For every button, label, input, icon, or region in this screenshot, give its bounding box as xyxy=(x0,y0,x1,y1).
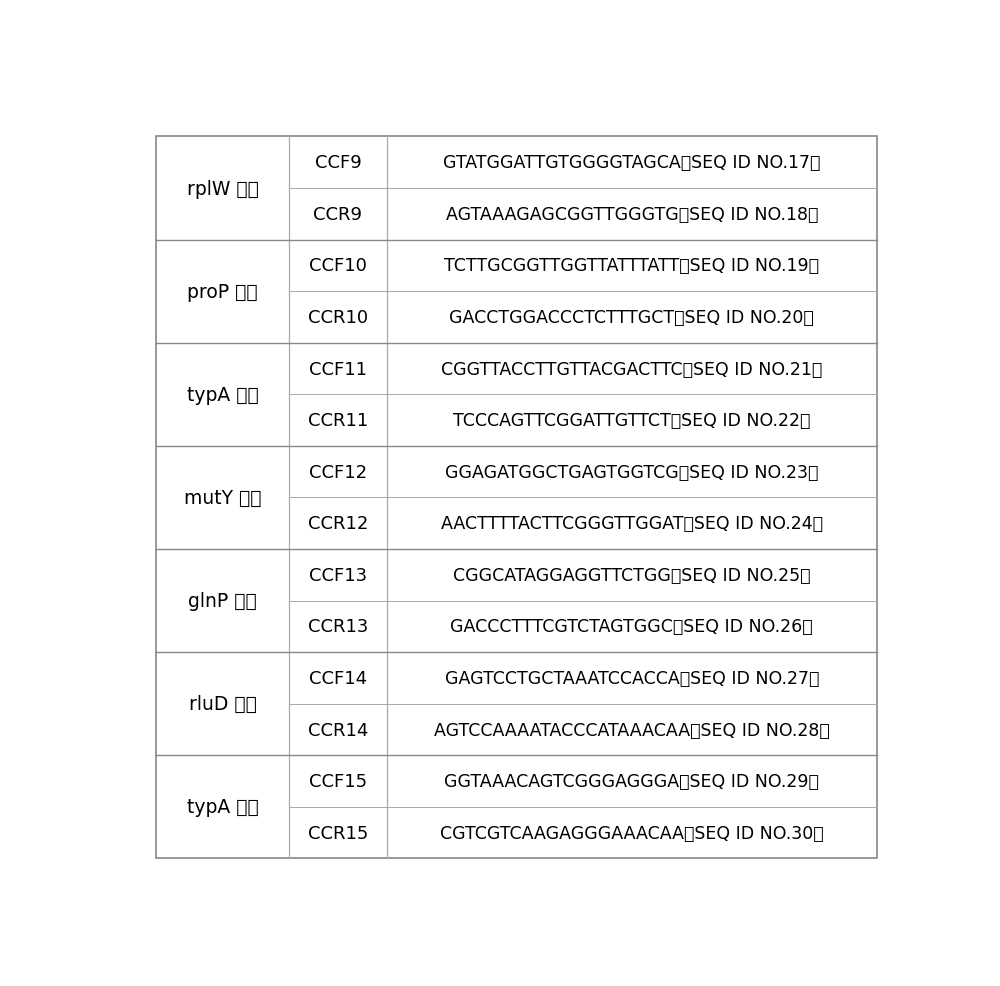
Text: GTATGGATTGTGGGGTAGCA（SEQ ID NO.17）: GTATGGATTGTGGGGTAGCA（SEQ ID NO.17） xyxy=(443,154,820,172)
Text: mutY 基因: mutY 基因 xyxy=(184,488,261,508)
Text: CCF9: CCF9 xyxy=(315,154,361,172)
Text: typA 基因: typA 基因 xyxy=(187,798,259,816)
Text: CCF13: CCF13 xyxy=(309,566,367,584)
Text: CCR14: CCR14 xyxy=(308,721,368,739)
Text: GACCTGGACCCTCTTTGCT（SEQ ID NO.20）: GACCTGGACCCTCTTTGCT（SEQ ID NO.20） xyxy=(449,309,814,326)
Text: TCTTGCGGTTGGTTATTTATT（SEQ ID NO.19）: TCTTGCGGTTGGTTATTTATT（SEQ ID NO.19） xyxy=(444,257,819,275)
Text: AGTCCAAAATACCCATAAACAA（SEQ ID NO.28）: AGTCCAAAATACCCATAAACAA（SEQ ID NO.28） xyxy=(434,721,830,739)
Text: proP 基因: proP 基因 xyxy=(187,282,258,302)
Text: CGGTTACCTTGTTACGACTTC（SEQ ID NO.21）: CGGTTACCTTGTTACGACTTC（SEQ ID NO.21） xyxy=(441,360,822,378)
Text: TCCCAGTTCGGATTGTTCT（SEQ ID NO.22）: TCCCAGTTCGGATTGTTCT（SEQ ID NO.22） xyxy=(453,412,810,430)
Text: CCR10: CCR10 xyxy=(308,309,368,326)
Text: CCF11: CCF11 xyxy=(309,360,367,378)
Text: CCR15: CCR15 xyxy=(308,824,368,842)
Text: CCR12: CCR12 xyxy=(308,515,368,532)
Text: typA 基因: typA 基因 xyxy=(187,386,259,404)
Text: GACCCTTTCGTCTAGTGGC（SEQ ID NO.26）: GACCCTTTCGTCTAGTGGC（SEQ ID NO.26） xyxy=(450,618,813,636)
Text: CCR13: CCR13 xyxy=(308,618,368,636)
Text: GGTAAACAGTCGGGAGGGA（SEQ ID NO.29）: GGTAAACAGTCGGGAGGGA（SEQ ID NO.29） xyxy=(444,772,819,790)
Text: CCF14: CCF14 xyxy=(309,669,367,687)
Text: AACTTTTACTTCGGGTTGGAT（SEQ ID NO.24）: AACTTTTACTTCGGGTTGGAT（SEQ ID NO.24） xyxy=(441,515,823,532)
Text: CGTCGTCAAGAGGGAAACAA（SEQ ID NO.30）: CGTCGTCAAGAGGGAAACAA（SEQ ID NO.30） xyxy=(440,824,824,842)
Text: AGTAAAGAGCGGTTGGGTG（SEQ ID NO.18）: AGTAAAGAGCGGTTGGGTG（SEQ ID NO.18） xyxy=(446,206,818,224)
Text: GAGTCCTGCTAAATCCACCA（SEQ ID NO.27）: GAGTCCTGCTAAATCCACCA（SEQ ID NO.27） xyxy=(445,669,819,687)
Text: CCR11: CCR11 xyxy=(308,412,368,430)
Text: rluD 基因: rluD 基因 xyxy=(189,694,257,714)
Text: CGGCATAGGAGGTTCTGG（SEQ ID NO.25）: CGGCATAGGAGGTTCTGG（SEQ ID NO.25） xyxy=(453,566,810,584)
Text: GGAGATGGCTGAGTGGTCG（SEQ ID NO.23）: GGAGATGGCTGAGTGGTCG（SEQ ID NO.23） xyxy=(445,463,818,481)
Text: CCF12: CCF12 xyxy=(309,463,367,481)
Text: CCR9: CCR9 xyxy=(313,206,362,224)
Text: CCF10: CCF10 xyxy=(309,257,367,275)
Text: rplW 基因: rplW 基因 xyxy=(187,179,259,198)
Text: CCF15: CCF15 xyxy=(309,772,367,790)
Text: glnP 基因: glnP 基因 xyxy=(188,592,257,610)
